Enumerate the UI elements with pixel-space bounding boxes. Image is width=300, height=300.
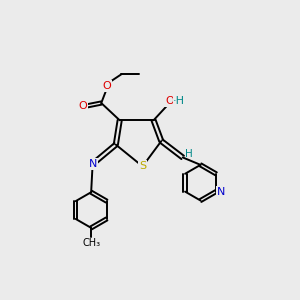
Text: ·H: ·H <box>173 96 185 106</box>
Text: O: O <box>79 101 87 111</box>
Text: N: N <box>88 159 97 169</box>
Text: S: S <box>139 161 146 171</box>
Text: CH₃: CH₃ <box>82 238 100 248</box>
Text: O: O <box>165 96 174 106</box>
Text: H: H <box>185 149 193 160</box>
Text: O: O <box>103 81 112 91</box>
Text: N: N <box>217 187 226 196</box>
